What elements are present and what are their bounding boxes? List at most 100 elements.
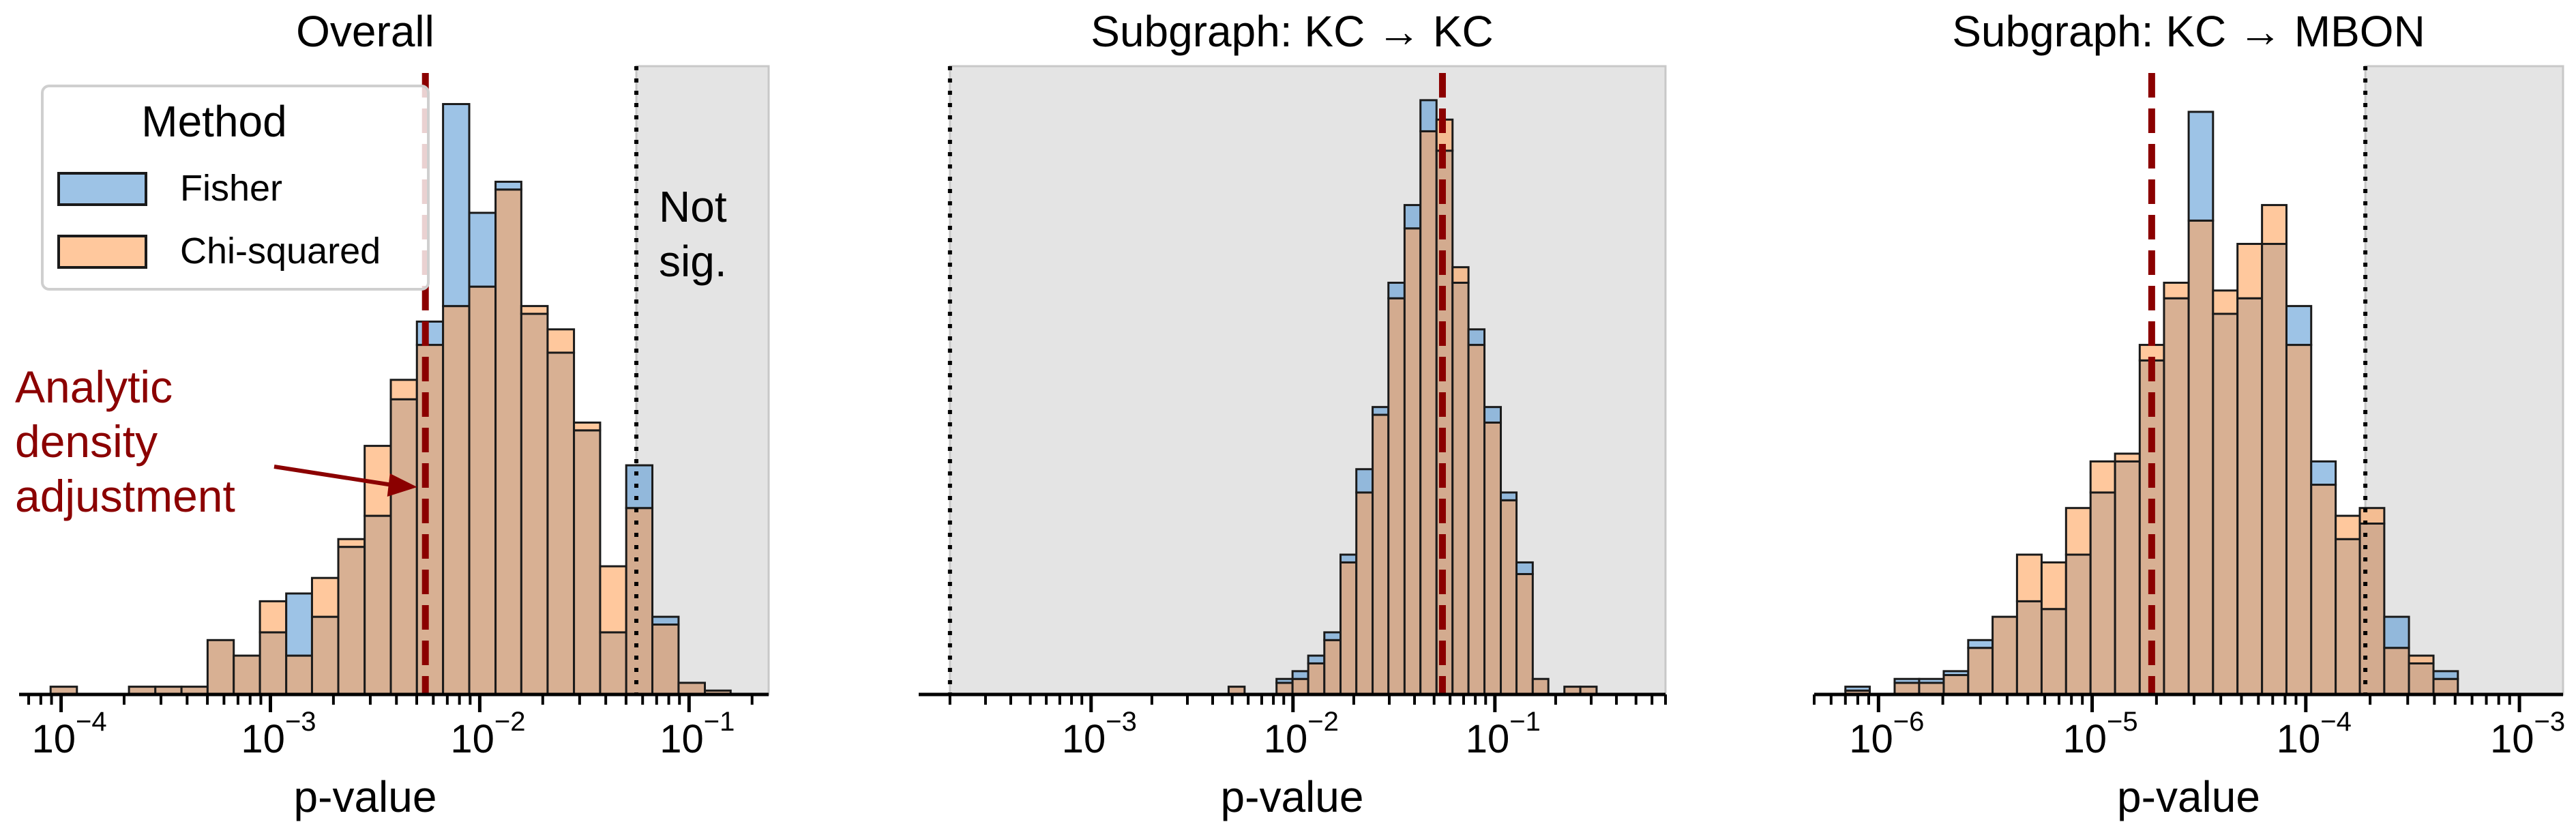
bar-fisher bbox=[1372, 406, 1390, 416]
bar-overlap bbox=[1467, 344, 1486, 696]
density-adjustment-label: adjustment bbox=[15, 471, 235, 521]
legend: Method Fisher Chi-squared bbox=[41, 85, 430, 291]
bar-overlap bbox=[2432, 677, 2459, 696]
bar-chi-squared bbox=[2064, 507, 2092, 556]
x-axis-label: p-value bbox=[2117, 772, 2260, 821]
bar-overlap bbox=[1918, 682, 1945, 696]
bar-fisher bbox=[442, 103, 471, 308]
bar-fisher bbox=[2310, 460, 2337, 486]
bar-overlap bbox=[1307, 662, 1326, 696]
x-tick-label: 10−4 bbox=[2277, 707, 2352, 761]
bar-fisher bbox=[1844, 686, 1871, 692]
bar-overlap bbox=[1992, 615, 2018, 696]
bar-overlap bbox=[2383, 647, 2410, 696]
bar-chi-squared bbox=[1451, 266, 1470, 284]
bar-overlap bbox=[337, 546, 366, 696]
panel-title: Overall bbox=[296, 7, 434, 56]
bar-chi-squared bbox=[2114, 452, 2141, 463]
bar-overlap bbox=[1893, 682, 1921, 696]
x-tick-label: 10−3 bbox=[2490, 707, 2565, 761]
bar-overlap bbox=[625, 507, 654, 696]
legend-title: Method bbox=[141, 97, 286, 146]
bar-chi-squared bbox=[2163, 281, 2190, 299]
bar-overlap bbox=[677, 682, 706, 696]
bar-chi-squared bbox=[2089, 460, 2116, 494]
x-tick-label: 10−2 bbox=[1264, 707, 1339, 761]
shaded-region bbox=[635, 65, 770, 696]
x-tick-label: 10−1 bbox=[660, 707, 735, 761]
bar-chi-squared bbox=[2335, 514, 2361, 540]
bar-fisher bbox=[1355, 468, 1374, 494]
bar-chi-squared bbox=[2236, 243, 2264, 299]
bar-fisher bbox=[1275, 677, 1294, 684]
bar-overlap bbox=[1515, 572, 1534, 696]
x-axis-label: p-value bbox=[294, 772, 437, 821]
bar-fisher bbox=[1967, 639, 1994, 649]
bar-overlap bbox=[2187, 219, 2215, 696]
bar-overlap bbox=[233, 654, 261, 696]
x-tick-label: 10−6 bbox=[1849, 707, 1924, 761]
bar-fisher bbox=[1918, 677, 1945, 684]
bar-fisher bbox=[1467, 328, 1486, 347]
bar-fisher bbox=[1387, 281, 1406, 299]
bar-overlap bbox=[651, 624, 680, 696]
bar-chi-squared bbox=[310, 576, 340, 618]
x-tick-label: 10−3 bbox=[241, 707, 316, 761]
bar-chi-squared bbox=[2408, 654, 2435, 664]
bar-fisher bbox=[2383, 615, 2410, 649]
bar-fisher bbox=[1893, 677, 1921, 684]
bar-overlap bbox=[1403, 227, 1422, 696]
bar-overlap bbox=[1291, 677, 1309, 696]
bar-overlap bbox=[285, 654, 313, 696]
bar-overlap bbox=[1372, 413, 1390, 696]
bar-overlap bbox=[442, 305, 471, 696]
bar-chi-squared bbox=[520, 305, 549, 315]
bar-fisher bbox=[1515, 561, 1534, 575]
bar-fisher bbox=[1419, 99, 1438, 132]
bar-overlap bbox=[2212, 312, 2239, 696]
bar-fisher bbox=[2187, 111, 2215, 222]
panel-1: 10−4 10−3 10−2 10−1 Overall p-value Method Fish… bbox=[15, 7, 770, 821]
density-adjustment-label: Analytic bbox=[15, 362, 173, 412]
bar-chi-squared bbox=[2040, 561, 2067, 611]
shaded-region bbox=[2364, 65, 2564, 696]
annotation-arrow bbox=[273, 465, 398, 488]
shaded-region bbox=[949, 65, 1667, 696]
bar-overlap bbox=[1942, 674, 1970, 696]
legend-swatch-chi-squared bbox=[57, 235, 147, 269]
bar-overlap bbox=[2236, 297, 2264, 696]
bar-overlap bbox=[2335, 538, 2361, 696]
panel-title: Subgraph: KC → KC bbox=[1091, 7, 1494, 56]
bar-overlap bbox=[1500, 499, 1518, 696]
bar-overlap bbox=[1323, 639, 1342, 696]
arrow-head-icon bbox=[387, 473, 417, 497]
bar-chi-squared bbox=[2261, 204, 2288, 246]
bar-overlap bbox=[468, 285, 497, 696]
bar-overlap bbox=[1275, 682, 1294, 696]
x-tick-label: 10−2 bbox=[450, 707, 525, 761]
bar-chi-squared bbox=[599, 565, 627, 634]
bar-fisher bbox=[1323, 631, 1342, 641]
bar-chi-squared bbox=[2212, 289, 2239, 315]
legend-entry: Fisher bbox=[180, 168, 282, 209]
bar-overlap bbox=[573, 429, 602, 696]
bar-overlap bbox=[494, 188, 522, 696]
bar-overlap bbox=[520, 312, 549, 696]
bar-fisher bbox=[1483, 406, 1502, 424]
legend-entry: Chi-squared bbox=[180, 231, 381, 272]
bar-overlap bbox=[2015, 600, 2043, 696]
bar-chi-squared bbox=[546, 328, 576, 354]
density-adjustment-label: density bbox=[15, 416, 158, 467]
bar-overlap bbox=[258, 631, 288, 696]
bar-fisher bbox=[1291, 670, 1309, 680]
bar-fisher bbox=[415, 320, 445, 347]
not-significant-label: Not bbox=[659, 182, 727, 231]
bar-overlap bbox=[1483, 421, 1502, 696]
x-tick-label: 10−1 bbox=[1466, 707, 1541, 761]
bar-overlap bbox=[2408, 662, 2435, 696]
panel-2: 10−3 10−2 10−1 Subgraph: KC → KC p-value bbox=[919, 7, 1667, 821]
bar-overlap bbox=[1355, 491, 1374, 696]
bar-fisher bbox=[1307, 654, 1326, 664]
x-tick-label: 10−4 bbox=[32, 707, 107, 761]
